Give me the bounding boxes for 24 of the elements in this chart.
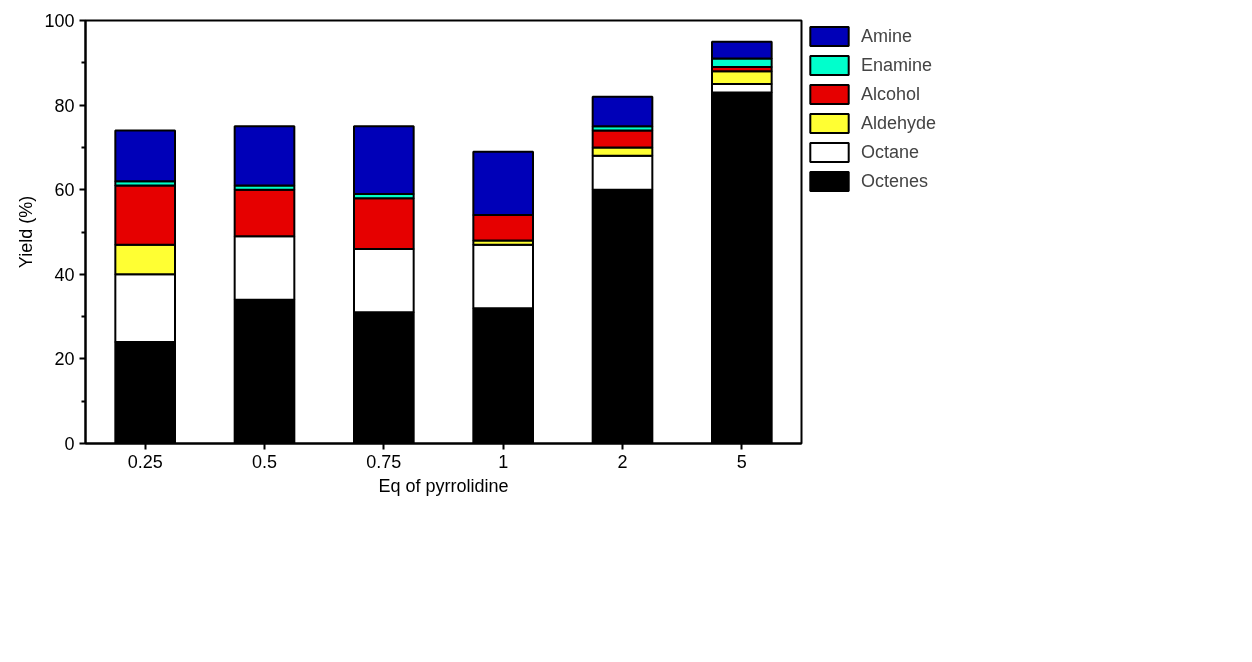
legend-label: Alcohol <box>861 83 921 105</box>
legend-label: Octenes <box>861 170 929 192</box>
bar <box>233 125 296 187</box>
legend-label: Octane <box>861 141 920 163</box>
bar <box>591 95 654 128</box>
y-tick-label: 80 <box>54 95 75 116</box>
legend-label: Enamine <box>861 54 933 76</box>
legend-label: Aldehyde <box>861 112 937 134</box>
x-tick-label: 2 <box>617 451 628 472</box>
x-tick-label: 1 <box>498 451 509 472</box>
y-axis-title: Yield (%) <box>16 195 37 269</box>
y-tick-label: 40 <box>54 264 75 285</box>
x-tick-label: 0.75 <box>366 451 402 472</box>
y-tick-label: 100 <box>44 11 75 31</box>
y-tick-label: 60 <box>54 180 75 201</box>
x-tick-label: 0.25 <box>127 451 163 472</box>
bar <box>114 129 176 183</box>
y-tick-label: 20 <box>54 349 75 370</box>
x-tick-label: 0.5 <box>251 451 278 472</box>
y-tick-label: 0 <box>64 434 75 454</box>
x-axis-title: Eq of pyrrolidine <box>378 475 509 496</box>
x-tick-label: 5 <box>736 451 747 472</box>
bar <box>353 125 415 195</box>
legend-label: Amine <box>861 25 913 47</box>
